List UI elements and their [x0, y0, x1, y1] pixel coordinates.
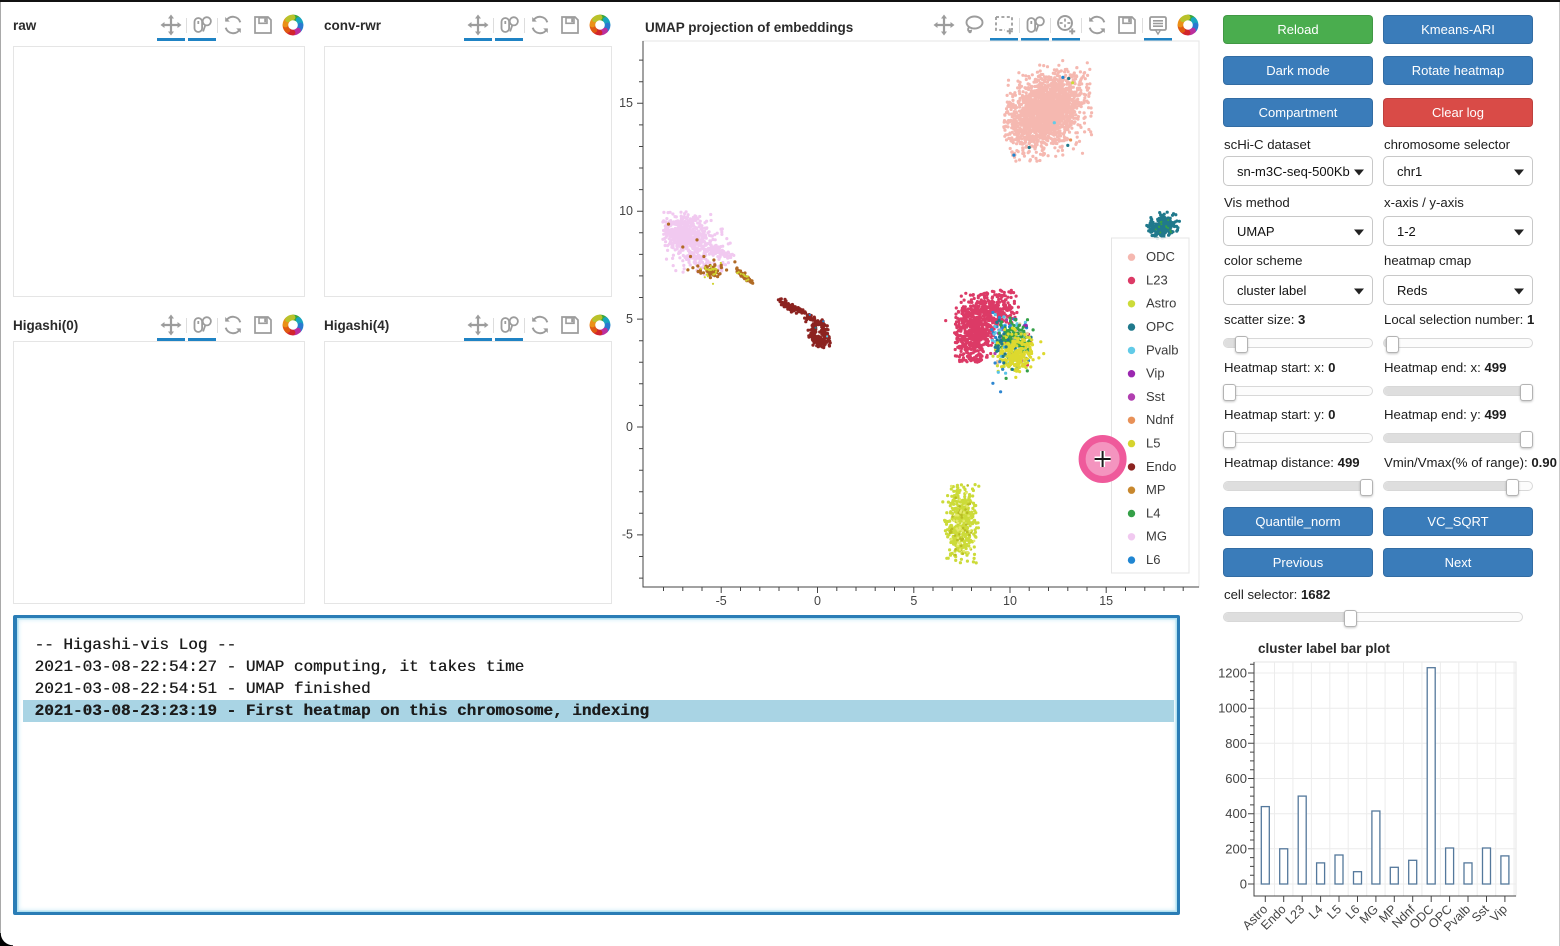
svg-text:L5: L5 [1324, 902, 1344, 922]
svg-text:600: 600 [1225, 771, 1247, 786]
svg-text:400: 400 [1225, 806, 1247, 821]
svg-text:0: 0 [1240, 877, 1247, 892]
svg-text:Pvalb: Pvalb [1146, 342, 1179, 357]
svg-text:Endo: Endo [1146, 459, 1176, 474]
svg-text:200: 200 [1225, 841, 1247, 856]
svg-text:10: 10 [1003, 594, 1017, 608]
svg-text:Vip: Vip [1488, 902, 1511, 925]
svg-text:Astro: Astro [1146, 296, 1176, 311]
svg-text:L4: L4 [1146, 505, 1160, 520]
svg-text:15: 15 [620, 96, 633, 110]
svg-text:5: 5 [626, 312, 633, 326]
svg-text:5: 5 [910, 594, 917, 608]
svg-text:0: 0 [814, 594, 821, 608]
svg-text:ODC: ODC [1146, 249, 1175, 264]
svg-text:0: 0 [626, 420, 633, 434]
svg-text:1000: 1000 [1218, 701, 1247, 716]
svg-text:MP: MP [1146, 482, 1166, 497]
svg-text:Sst: Sst [1146, 389, 1165, 404]
svg-text:L6: L6 [1146, 552, 1160, 567]
svg-text:L5: L5 [1146, 436, 1160, 451]
svg-text:800: 800 [1225, 736, 1247, 751]
svg-text:L4: L4 [1306, 902, 1326, 922]
svg-text:MG: MG [1146, 529, 1167, 544]
svg-text:L23: L23 [1283, 902, 1308, 927]
svg-text:L23: L23 [1146, 272, 1168, 287]
svg-text:-5: -5 [622, 528, 633, 542]
svg-text:15: 15 [1099, 594, 1113, 608]
svg-text:Vip: Vip [1146, 366, 1165, 381]
svg-text:10: 10 [620, 204, 633, 218]
svg-text:OPC: OPC [1146, 319, 1174, 334]
svg-text:1200: 1200 [1218, 666, 1247, 681]
svg-text:Ndnf: Ndnf [1146, 412, 1174, 427]
svg-text:-5: -5 [716, 594, 727, 608]
